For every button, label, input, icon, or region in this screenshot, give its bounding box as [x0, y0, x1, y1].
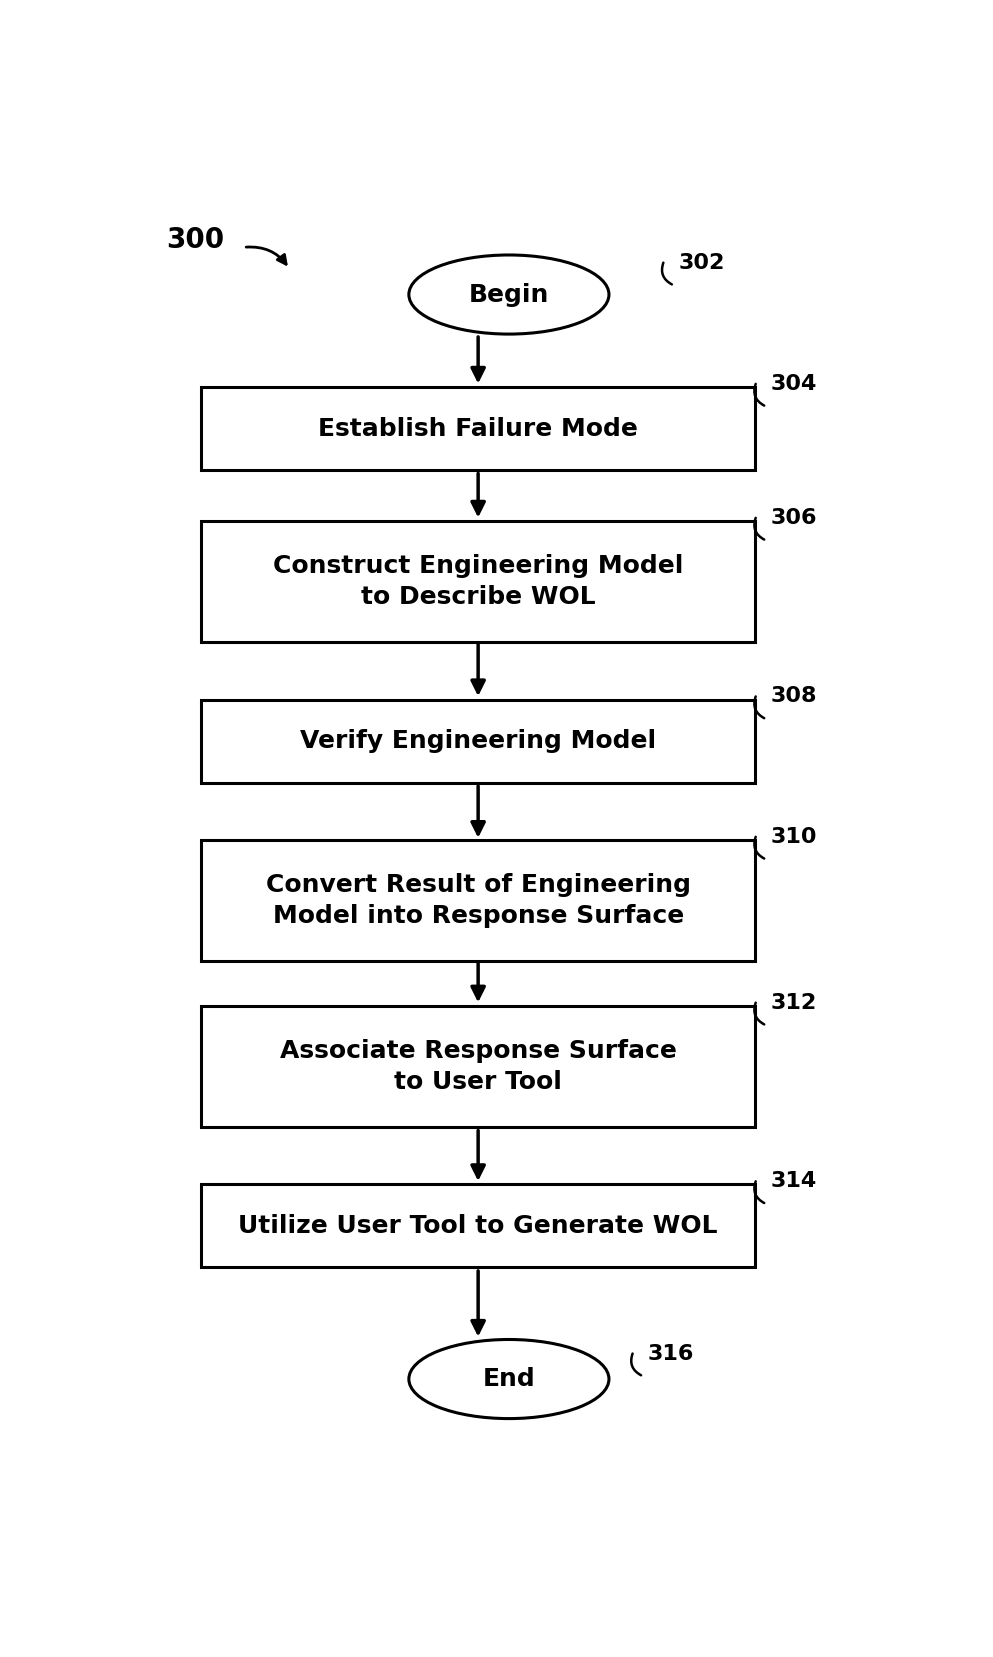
- FancyBboxPatch shape: [202, 1006, 756, 1127]
- FancyBboxPatch shape: [202, 1185, 756, 1268]
- Text: End: End: [483, 1367, 535, 1390]
- Text: 300: 300: [167, 225, 224, 254]
- Text: 316: 316: [647, 1344, 694, 1364]
- FancyBboxPatch shape: [202, 699, 756, 782]
- Text: Establish Failure Mode: Establish Failure Mode: [318, 416, 638, 441]
- Text: 314: 314: [771, 1171, 817, 1191]
- Text: Associate Response Surface
to User Tool: Associate Response Surface to User Tool: [280, 1039, 676, 1094]
- Text: Utilize User Tool to Generate WOL: Utilize User Tool to Generate WOL: [238, 1215, 718, 1238]
- Text: 304: 304: [771, 374, 817, 394]
- FancyBboxPatch shape: [202, 520, 756, 643]
- Text: Construct Engineering Model
to Describe WOL: Construct Engineering Model to Describe …: [273, 553, 683, 610]
- Ellipse shape: [409, 1339, 609, 1418]
- Text: 302: 302: [678, 252, 725, 273]
- Ellipse shape: [409, 255, 609, 335]
- Text: 306: 306: [771, 507, 817, 529]
- FancyBboxPatch shape: [202, 388, 756, 471]
- Text: Begin: Begin: [469, 283, 549, 307]
- Text: Verify Engineering Model: Verify Engineering Model: [300, 729, 656, 752]
- Text: Convert Result of Engineering
Model into Response Surface: Convert Result of Engineering Model into…: [266, 873, 690, 928]
- Text: 312: 312: [771, 993, 817, 1012]
- Text: 308: 308: [771, 686, 817, 706]
- FancyBboxPatch shape: [202, 840, 756, 961]
- Text: 310: 310: [771, 827, 817, 847]
